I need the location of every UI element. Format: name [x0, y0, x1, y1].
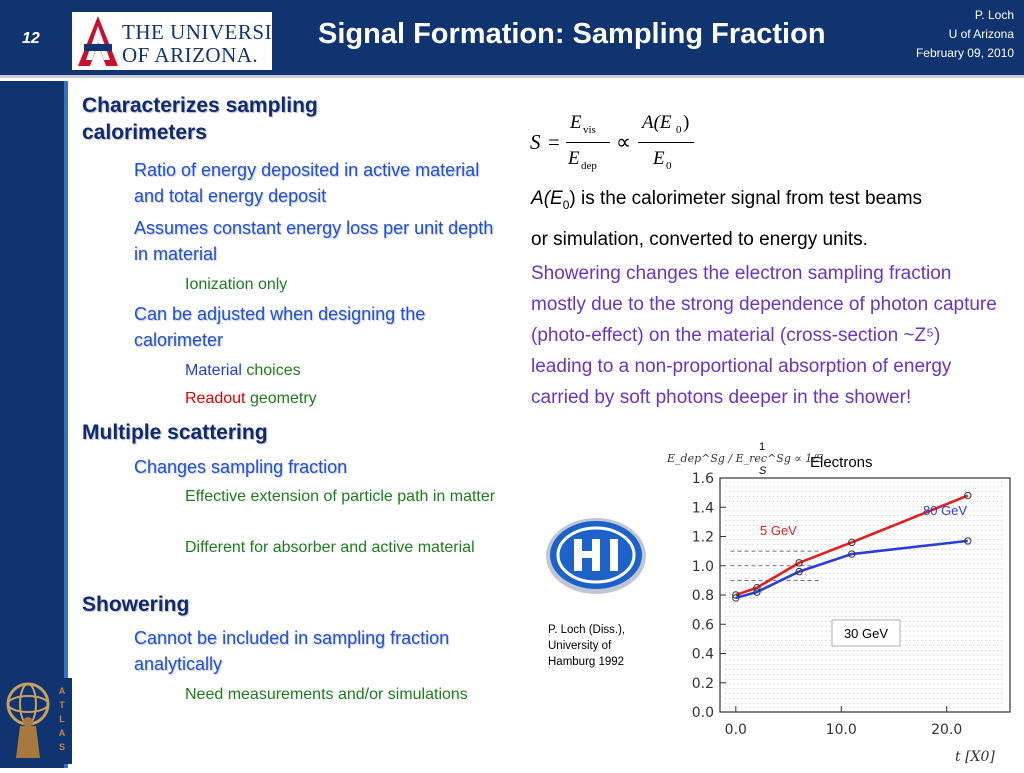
readout-word: Readout	[185, 390, 246, 407]
formula-equals: =	[548, 130, 560, 154]
bullet-constant-energy-loss: Assumes constant energy loss per unit de…	[134, 218, 494, 264]
formula-fraction-bar-1	[566, 142, 610, 143]
e0-subscript: 0	[562, 197, 570, 212]
slide-title: Signal Formation: Sampling Fraction	[318, 18, 826, 50]
bullet-multiple-scattering: Multiple scattering	[82, 421, 268, 444]
formula-e0: E	[653, 148, 665, 169]
presentation-date: February 09, 2010	[915, 46, 1014, 60]
material-rest: choices	[241, 362, 301, 379]
y-tick-label: 0.4	[692, 647, 714, 663]
bullet-cannot-analytic: Cannot be included in sampling fraction …	[134, 628, 450, 674]
slide-number: 12	[22, 30, 40, 47]
data-point	[732, 594, 740, 602]
bullet-ratio-energy: Ratio of energy deposited in active mate…	[134, 160, 480, 206]
e-symbol: (E	[543, 188, 563, 209]
label-30gev: 30 GeV	[844, 626, 888, 641]
formula-vis-sub: vis	[583, 124, 596, 136]
x-tick-label: 20.0	[931, 722, 962, 738]
svg-text:T: T	[59, 700, 65, 710]
y-axis-label-s: S	[759, 465, 767, 477]
sampling-fraction-chart: 0.0 0.2 0.4 0.6 0.8 1.0 1.2 1.4 1.6 0.0 10.0 20.0 El…	[665, 430, 1024, 768]
data-point	[753, 588, 761, 596]
signal-explanation-line2: or simulation, converted to energy units…	[531, 229, 868, 250]
bullet-ionization-only: Ionization only	[185, 276, 288, 293]
label-5gev: 5 GeV	[760, 523, 797, 538]
sampling-fraction-formula: S = E vis E dep ∝ A(E 0 ) E 0	[530, 110, 710, 180]
signal-explanation-line1: A(E0) is the calorimeter signal from tes…	[531, 188, 922, 212]
author-block: P. Loch U of Arizona February 09, 2010	[916, 6, 1014, 63]
label-30gev-box	[831, 619, 901, 647]
x-tick-label: 0.0	[725, 722, 747, 738]
formula-proportional: ∝	[616, 130, 632, 154]
data-point	[732, 591, 740, 599]
university-name-line1: THE UNIVERSITY	[122, 20, 302, 44]
university-name-line2: OF ARIZONA.	[122, 43, 259, 67]
formula-close-paren: )	[683, 112, 690, 133]
formula-a-e0: A(E	[642, 112, 672, 133]
atlas-logo-icon: A T L A S	[2, 678, 72, 764]
data-point	[795, 567, 803, 576]
bullet-adjusted-design: Can be adjusted when designing the calor…	[134, 304, 426, 350]
bullet-changes-sampling: Changes sampling fraction	[134, 457, 348, 477]
bullet-readout-geometry: Readout geometry	[185, 387, 505, 410]
chart-title: Electrons	[810, 454, 873, 471]
y-tick-label: 1.2	[692, 530, 714, 546]
citation-line2: University of	[548, 640, 612, 652]
header-bar: 12 THE UNIVERSITY OF ARIZONA. Signal For…	[0, 0, 1024, 78]
bullet-showering: Showering	[82, 593, 190, 616]
formula-e0-sub: 0	[666, 160, 672, 172]
series-line-5-gev	[735, 494, 969, 597]
y-tick-label: 1.6	[692, 471, 714, 487]
a-symbol: A	[531, 188, 544, 209]
svg-text:S: S	[59, 742, 65, 752]
formula-e-dep: E	[568, 148, 580, 169]
series-line-80-gev	[735, 539, 968, 600]
data-point	[848, 550, 856, 558]
svg-text:A: A	[59, 728, 66, 738]
university-logo: THE UNIVERSITY OF ARIZONA.	[72, 12, 301, 70]
rail-divider	[64, 81, 68, 768]
bullet-need-measurements: Need measurements and/or simulations	[185, 686, 468, 703]
svg-text:L: L	[59, 714, 65, 724]
bullet-sampling-calorimeters: Characterizes sampling calorimeters	[82, 94, 318, 144]
data-point	[964, 491, 972, 500]
bullet-effective-extension: Effective extension of particle path in …	[185, 488, 496, 505]
formula-dep-sub: dep	[581, 160, 597, 172]
bullet-material-choices: Material choices	[185, 359, 505, 382]
data-point	[848, 538, 856, 547]
y-tick-label: 1.0	[692, 559, 714, 575]
citation: P. Loch (Diss.), University of Hamburg 1…	[548, 622, 648, 670]
author-name: P. Loch	[974, 8, 1014, 22]
y-tick-label: 1.4	[692, 500, 714, 516]
readout-rest: geometry	[245, 390, 317, 407]
x-axis-label: t [X0]	[955, 749, 995, 765]
svg-text:A: A	[59, 686, 66, 696]
y-axis-label-one: 1	[759, 441, 765, 453]
y-tick-label: 0.8	[692, 588, 714, 604]
signal-text-rest: ) is the calorimeter signal from test be…	[569, 188, 923, 209]
chart-svg: 0.0 0.2 0.4 0.6 0.8 1.0 1.2 1.4 1.6 0.0 10.0 20.0 El…	[666, 441, 1011, 765]
formula-a-sub: 0	[676, 124, 682, 136]
formula-e-vis: E	[570, 112, 582, 133]
author-affiliation: U of Arizona	[948, 27, 1014, 41]
h1-experiment-logo-icon	[546, 518, 646, 594]
bullet-different-absorber: Different for absorber and active materi…	[185, 539, 475, 556]
arizona-a-logo-icon	[78, 16, 118, 66]
formula-s: S	[530, 130, 541, 154]
y-tick-label: 0.2	[692, 676, 714, 692]
y-axis-label: E_dep^Sg / E_rec^Sg ∝ 1/S	[666, 452, 824, 465]
left-rail	[0, 81, 68, 768]
material-word: Material	[185, 362, 242, 379]
formula-fraction-bar-2	[638, 142, 694, 143]
y-tick-label: 0.0	[692, 705, 714, 721]
label-80gev: 80 GeV	[923, 503, 967, 518]
data-point	[964, 537, 972, 545]
x-tick-label: 10.0	[826, 722, 857, 738]
citation-line1: P. Loch (Diss.),	[548, 624, 626, 636]
showering-explanation: Showering changes the electron sampling …	[531, 263, 997, 408]
y-tick-label: 0.6	[692, 617, 714, 633]
data-point	[795, 559, 803, 567]
citation-line3: Hamburg 1992	[548, 656, 625, 668]
